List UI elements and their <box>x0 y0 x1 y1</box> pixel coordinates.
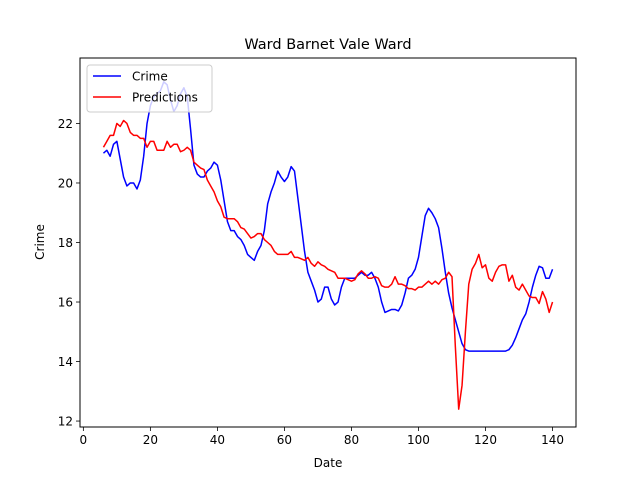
y-tick-label: 14 <box>58 355 73 369</box>
x-tick-label: 20 <box>143 433 158 447</box>
y-tick-label: 12 <box>58 415 73 429</box>
chart-title: Ward Barnet Vale Ward <box>244 37 411 53</box>
axes-frame <box>79 57 577 428</box>
x-axis-label: Date <box>314 456 343 470</box>
y-axis-label: Crime <box>33 224 47 260</box>
y-tick-label: 16 <box>58 296 73 310</box>
x-tick-label: 40 <box>210 433 225 447</box>
x-axis: 0 20 40 60 80 100 120 140 <box>80 427 564 447</box>
x-tick-label: 100 <box>407 433 430 447</box>
series-line-predictions <box>102 119 554 410</box>
x-tick-label: 60 <box>277 433 292 447</box>
y-tick-label: 18 <box>58 236 73 250</box>
legend: Crime Predictions <box>86 64 213 113</box>
y-tick-label: 20 <box>58 176 73 190</box>
legend-crime-label: Crime <box>132 70 168 84</box>
x-tick-label: 140 <box>541 433 564 447</box>
legend-predictions-label: Predictions <box>132 91 198 105</box>
x-tick-label: 120 <box>474 433 497 447</box>
y-tick-label: 22 <box>58 117 73 131</box>
y-axis: 12 14 16 18 20 22 <box>58 117 80 429</box>
x-tick-label: 80 <box>344 433 359 447</box>
x-tick-label: 0 <box>80 433 88 447</box>
